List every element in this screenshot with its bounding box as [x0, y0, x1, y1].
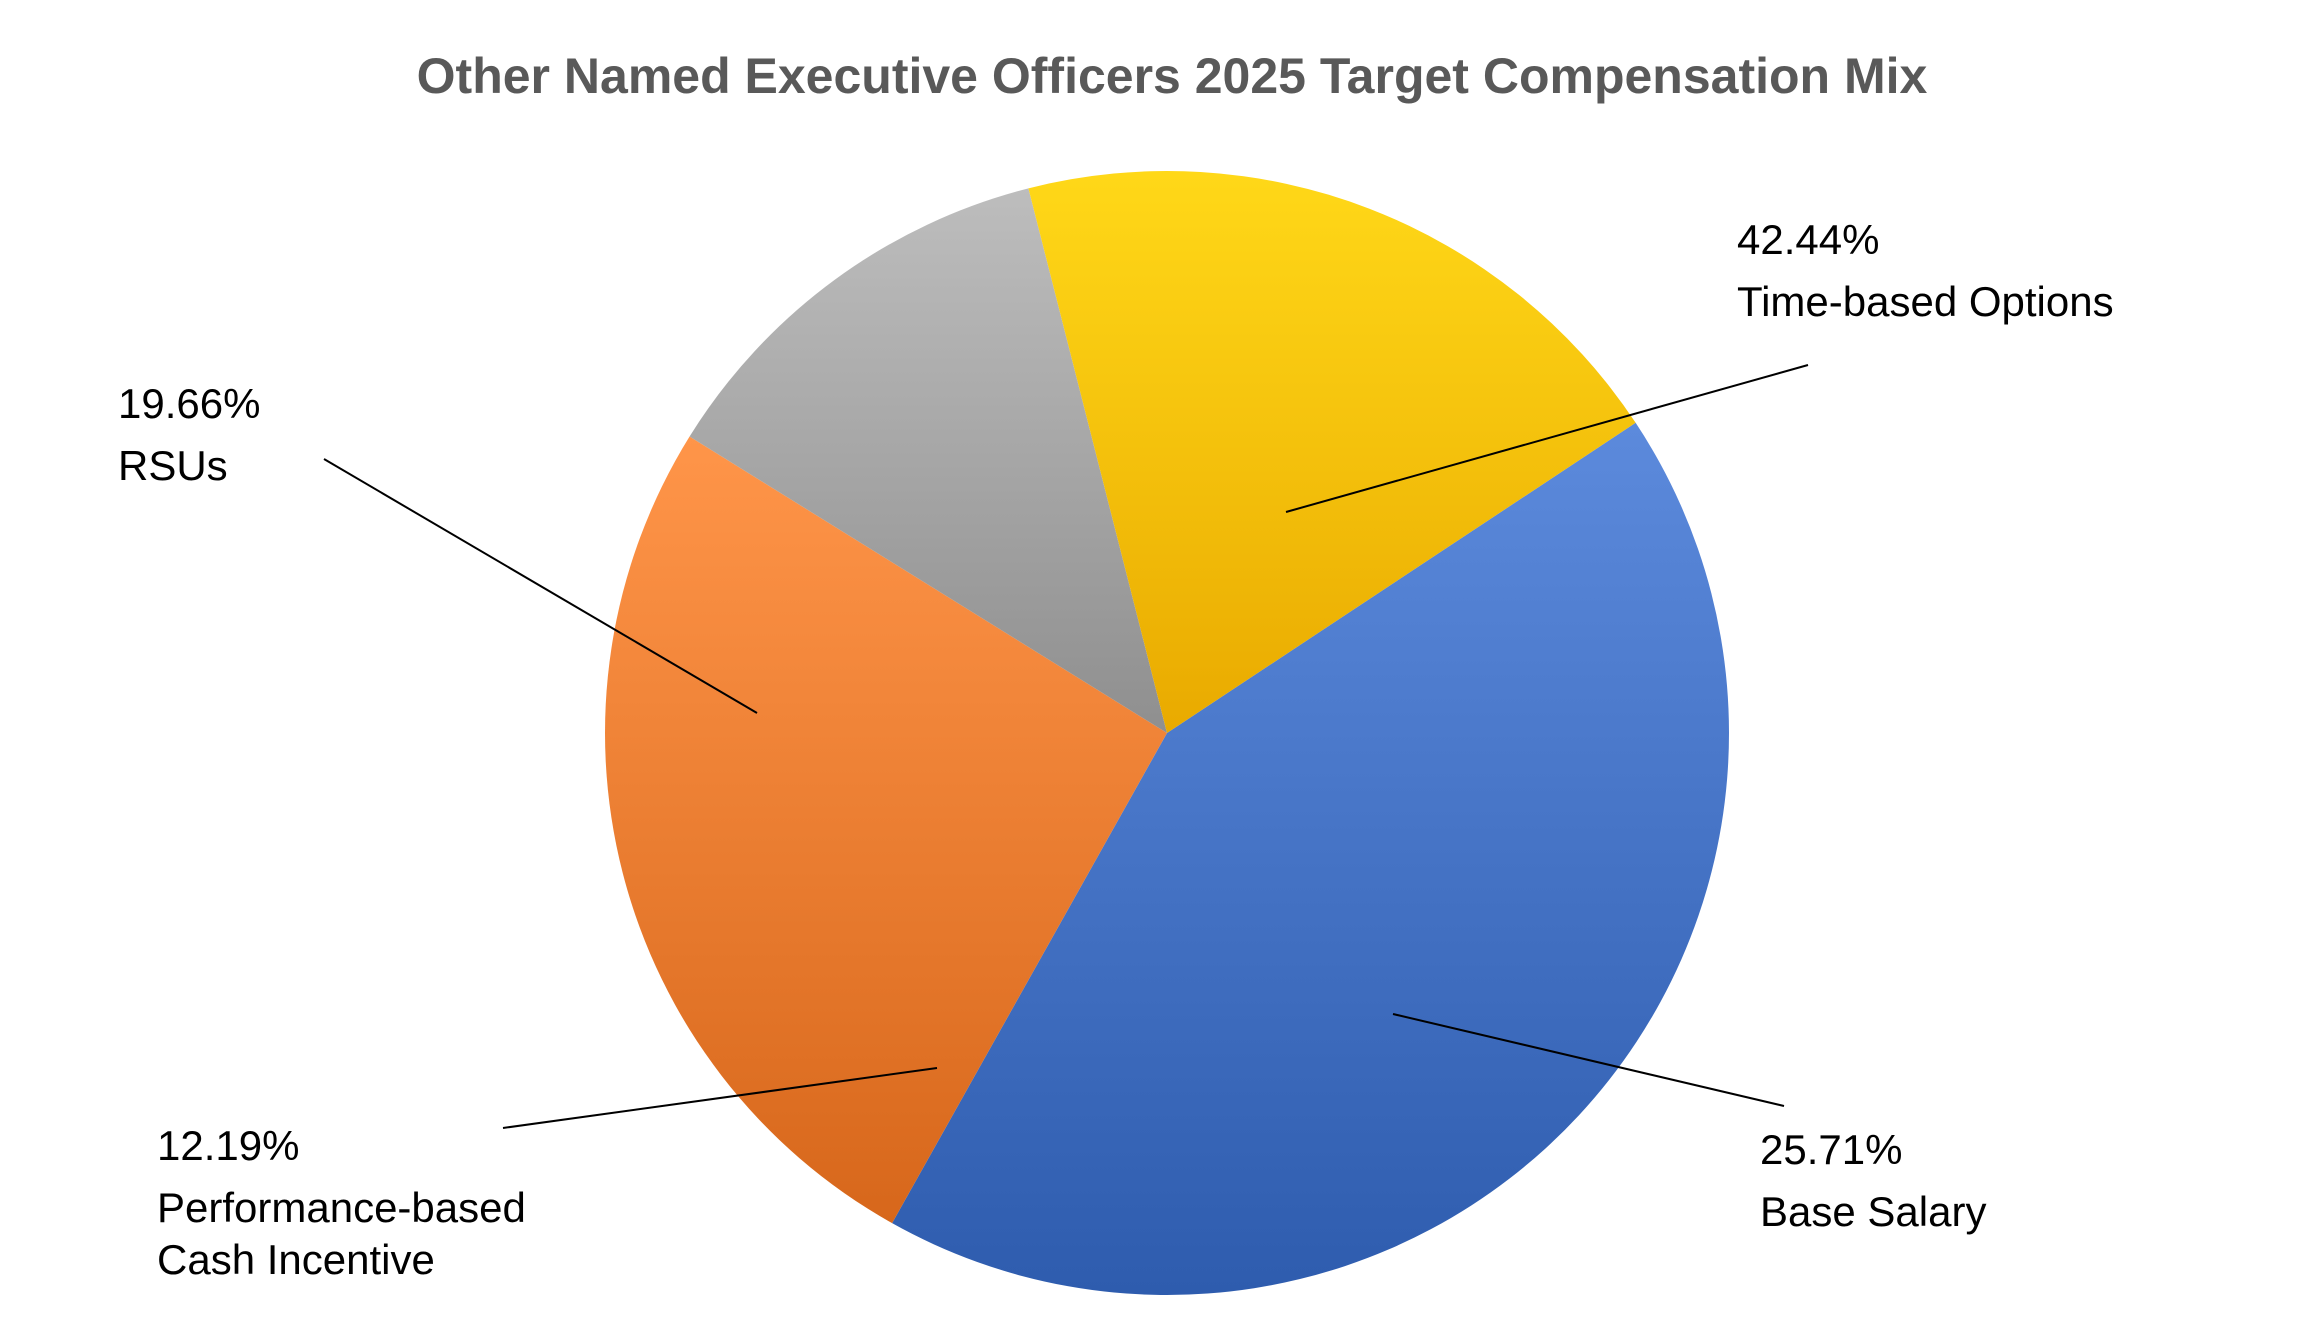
pie-slice-performance-based-cash-incentive [689, 188, 1167, 734]
data-label-category-performance-based-cash-incentive: Cash Incentive [157, 1236, 435, 1283]
data-label-category-time-based-options: Time-based Options [1737, 278, 2114, 325]
leader-lines [323, 364, 1809, 1129]
data-label-category-rsus: RSUs [118, 442, 228, 489]
data-label-value-time-based-options: 42.44% [1737, 216, 1879, 263]
leader-line-rsus [323, 458, 758, 714]
data-label-category-base-salary: Base Salary [1760, 1188, 1986, 1235]
leader-line-time-based-options [1285, 364, 1809, 513]
leader-line-base-salary [1392, 1013, 1785, 1107]
pie-slice-base-salary [605, 436, 1167, 1224]
data-label-value-rsus: 19.66% [118, 380, 260, 427]
pie-slice-time-based-options [892, 422, 1729, 1296]
data-labels: 42.44% Time-based Options 25.71% Base Salar… [118, 216, 2114, 1283]
data-label-value-base-salary: 25.71% [1760, 1126, 1902, 1173]
pie-slice-rsus [1028, 171, 1636, 733]
pie-slices [605, 171, 1729, 1296]
data-label-category-performance-based-cash-incentive: Performance-based [157, 1184, 526, 1231]
leader-line-performance-based-cash-incentive [502, 1067, 938, 1129]
data-label-value-performance-based-cash-incentive: 12.19% [157, 1122, 299, 1169]
chart-title: Other Named Executive Officers 2025 Targ… [417, 48, 1928, 104]
